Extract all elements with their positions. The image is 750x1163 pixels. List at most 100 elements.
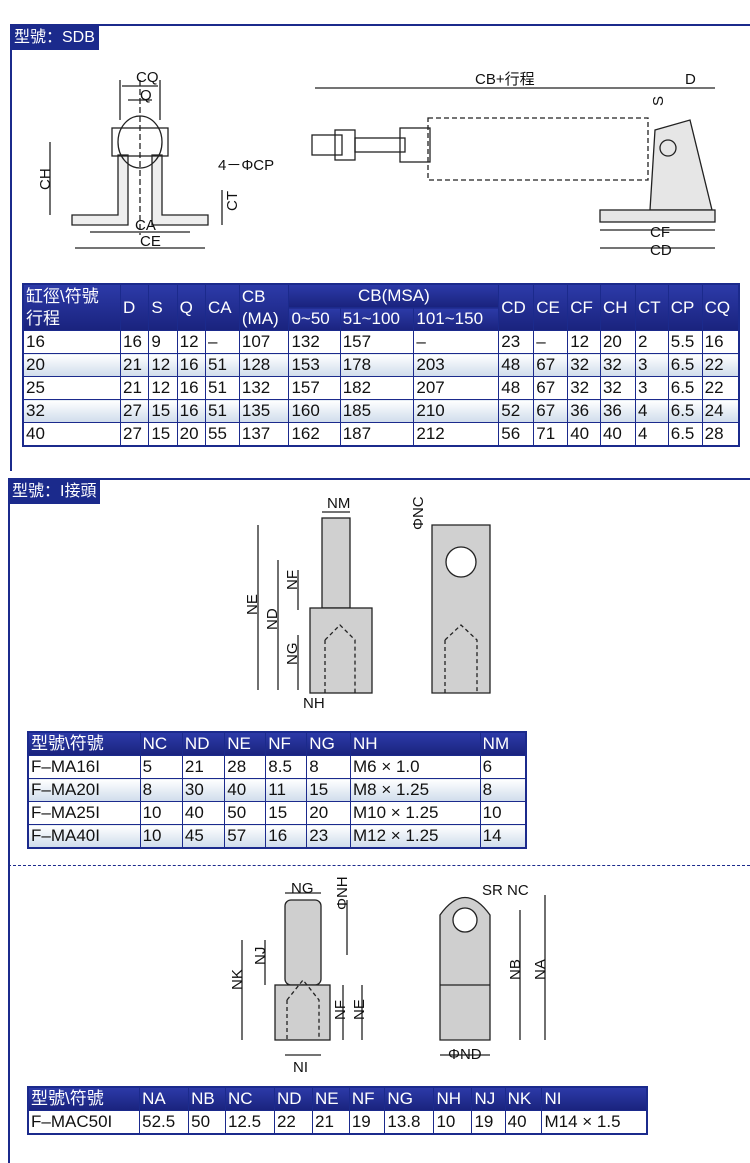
label-nf: NF [284, 570, 301, 590]
table-cell: 10 [139, 801, 183, 825]
table-cell: 51 [204, 376, 240, 400]
table-cell: – [413, 330, 500, 354]
th-stroke: 行程 [26, 308, 60, 328]
table-row: F–MA16I 5 21 28 8.5 8 M6 × 1.0 6 [27, 755, 527, 779]
table-cell: 3 [634, 353, 669, 377]
table-cell: 15 [265, 801, 308, 825]
table-cell: 3 [634, 376, 669, 400]
table-cell: 28 [701, 422, 740, 447]
table-cell: 36 [567, 399, 601, 423]
column-header: NG [384, 1086, 435, 1111]
table-cell: 20 [22, 353, 121, 377]
table-cell: 50 [188, 1110, 226, 1135]
column-header: 型號\符號 [27, 731, 141, 756]
label-q: Q [140, 87, 152, 104]
ijoint-diagram [257, 511, 491, 694]
label-cp: 4－ΦCP [218, 157, 274, 174]
table-cell: – [204, 330, 240, 354]
table-cell: 19 [348, 1110, 386, 1135]
column-header: ND [181, 731, 226, 756]
label-nm: NM [327, 495, 350, 512]
column-header: 型號\符號 [27, 1086, 141, 1111]
table-cell: 15 [306, 778, 351, 802]
table-cell: 2 [634, 330, 669, 354]
label-mac-na: NA [532, 959, 549, 980]
th-s: S [148, 283, 178, 331]
table-cell: 51 [204, 399, 240, 423]
th-bore: 缸徑\符號 [26, 286, 99, 306]
th-ce: CE [533, 283, 569, 331]
label-mac-nf: NF [332, 1000, 349, 1020]
table-cell: 52 [498, 399, 535, 423]
mac-spec-table: 型號\符號 NA NB NC ND NE NF NG NH NJ NK NI F–MAC50I 52.5… [27, 1086, 648, 1135]
label-cd: CD [650, 242, 672, 259]
table-cell: M10 × 1.25 [349, 801, 481, 825]
ijoint-labels: NM NE ND NF NG NH ΦNC [244, 495, 427, 712]
table-cell: 8 [479, 778, 527, 802]
label-nh: NH [303, 695, 325, 712]
table-cell: 4 [634, 422, 669, 447]
th-ch: CH [599, 283, 636, 331]
table-cell: 32 [22, 399, 121, 423]
sdb-frame [10, 24, 750, 471]
column-header: NH [433, 1086, 473, 1111]
table-cell: 5 [139, 755, 183, 779]
table-cell: 16 [176, 399, 206, 423]
table-row: 20 21 12 16 51 128 153 178 203 48 67 32 32 3 6.5 22 [22, 353, 740, 377]
table-cell: 178 [339, 353, 415, 377]
table-cell: 25 [22, 376, 121, 400]
table-cell: 55 [204, 422, 240, 447]
table-cell: 22 [701, 376, 740, 400]
table-cell: 12 [567, 330, 601, 354]
table-cell: 12 [176, 330, 206, 354]
label-ca: CA [135, 217, 156, 234]
column-header: NM [479, 731, 527, 756]
label-ng: NG [284, 643, 301, 666]
table-cell: 20 [599, 330, 636, 354]
table-cell: 132 [288, 330, 341, 354]
column-header: NK [504, 1086, 543, 1111]
label-nd: ND [264, 608, 281, 630]
table-cell: 107 [238, 330, 290, 354]
table-row: 40 27 15 20 55 137 162 187 212 56 71 40 40 4 6.5 28 [22, 422, 740, 447]
table-cell: 22 [273, 1110, 314, 1135]
table-row: 32 27 15 16 51 135 160 185 210 52 67 36 36 4 6.5 24 [22, 399, 740, 423]
table-cell: 6.5 [667, 376, 703, 400]
column-header: NB [188, 1086, 226, 1111]
table-cell: 6.5 [667, 422, 703, 447]
table-cell: 135 [238, 399, 290, 423]
table-cell: F–MA20I [27, 778, 141, 802]
column-header: NI [541, 1086, 648, 1111]
label-d: D [685, 71, 696, 88]
table-cell: 40 [567, 422, 601, 447]
table-cell: 185 [339, 399, 415, 423]
label-nc: ΦNC [410, 496, 427, 530]
table-cell: 8 [139, 778, 183, 802]
table-cell: 162 [288, 422, 341, 447]
table-cell: F–MA16I [27, 755, 141, 779]
section-title-ijoint: 型號：I接頭 [8, 480, 101, 504]
table-row: F–MA25I 10 40 50 15 20 M10 × 1.25 10 [27, 801, 527, 825]
table-cell: 32 [567, 353, 601, 377]
th-cq: CQ [701, 283, 740, 331]
table-cell: 21 [312, 1110, 350, 1135]
column-header: NC [224, 1086, 275, 1111]
table-cell: 182 [339, 376, 415, 400]
table-cell: 20 [176, 422, 206, 447]
table-cell: 14 [479, 824, 527, 849]
ijoint-spec-table: 型號\符號 NC ND NE NF NG NH NM F–MA16I 5 21 28 8.5 8 M6 ×… [27, 731, 527, 849]
table-cell: 12 [148, 376, 178, 400]
th-msa-51-100: 51~100 [339, 307, 415, 331]
label-mac-nb: NB [507, 959, 524, 980]
label-cf: CF [650, 224, 670, 241]
table-cell: 67 [533, 399, 569, 423]
table-cell: 15 [148, 399, 178, 423]
table-row: F–MA40I 10 45 57 16 23 M12 × 1.25 14 [27, 824, 527, 849]
table-cell: 207 [413, 376, 500, 400]
th-d: D [119, 283, 150, 331]
th-ca: CA [204, 283, 240, 331]
table-cell: 128 [238, 353, 290, 377]
section-divider [8, 865, 750, 866]
ijoint-frame [8, 478, 750, 1163]
th-cb: CB [241, 286, 266, 306]
